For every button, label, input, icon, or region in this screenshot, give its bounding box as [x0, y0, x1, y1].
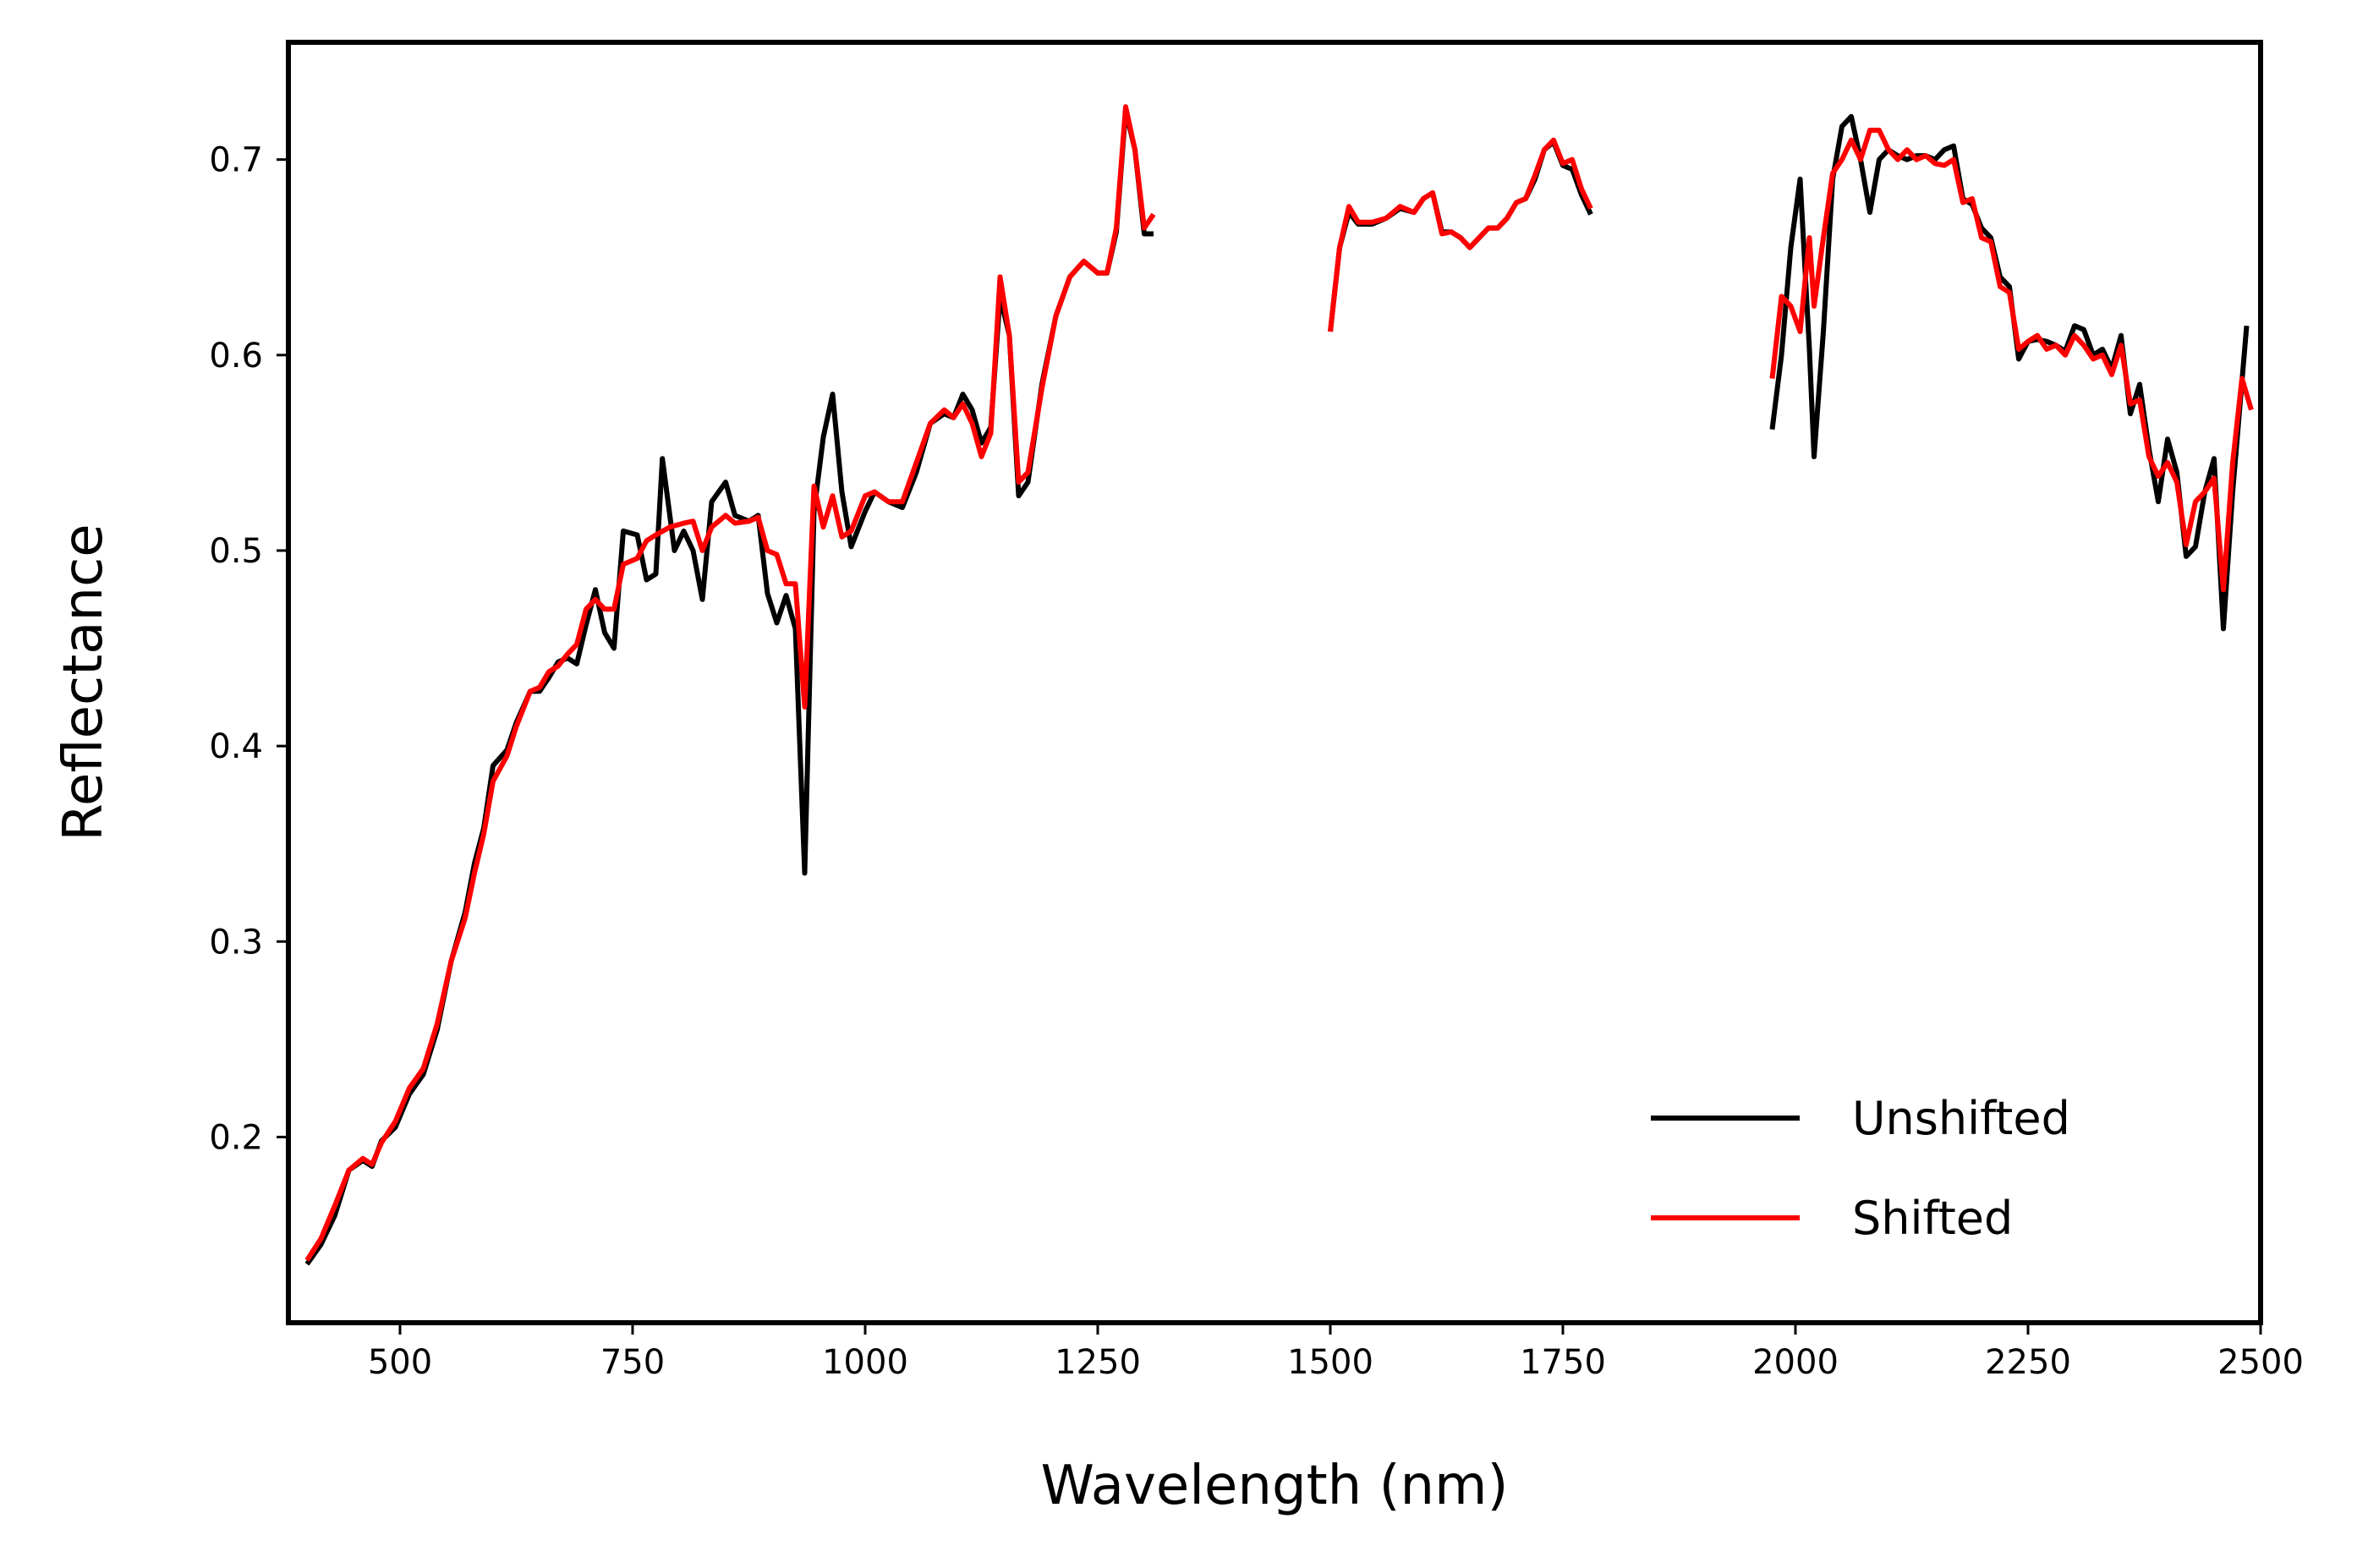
x-tick-label: 2000: [1752, 1343, 1839, 1382]
x-tick-label: 1750: [1520, 1343, 1606, 1382]
x-tick-label: 1250: [1055, 1343, 1141, 1382]
plot-frame: [286, 40, 2263, 1325]
y-tick-label: 0.7: [209, 141, 263, 180]
y-tick-label: 0.4: [209, 727, 263, 766]
x-tick-label: 2500: [2217, 1343, 2304, 1382]
x-tick-label: 1000: [822, 1343, 908, 1382]
series-line-shifted: [1769, 128, 2254, 593]
x-tick-label: 1500: [1287, 1343, 1373, 1382]
y-tick-label: 0.5: [209, 532, 263, 571]
legend-label-shifted: Shifted: [1852, 1192, 2013, 1245]
x-tick-label: 750: [600, 1343, 665, 1382]
y-tick-label: 0.2: [209, 1118, 263, 1157]
legend-label-unshifted: Unshifted: [1852, 1092, 2070, 1145]
legend: Unshifted Shifted: [1651, 1092, 2070, 1245]
series-layer: [304, 104, 2254, 1266]
series-line-shifted: [304, 104, 1156, 1262]
y-axis-label: Reflectance: [52, 524, 115, 841]
ticks-layer: 500 750 1000 1250 1500 1750 2000 2250 2500 0.2 0.3…: [209, 141, 2304, 1382]
y-tick-label: 0.6: [209, 337, 263, 376]
x-axis-label: Wavelength (nm): [1041, 1455, 1509, 1517]
x-tick-label: 500: [368, 1343, 432, 1382]
y-tick-label: 0.3: [209, 923, 263, 962]
series-line-shifted: [1328, 137, 1593, 332]
x-tick-label: 2250: [1985, 1343, 2071, 1382]
